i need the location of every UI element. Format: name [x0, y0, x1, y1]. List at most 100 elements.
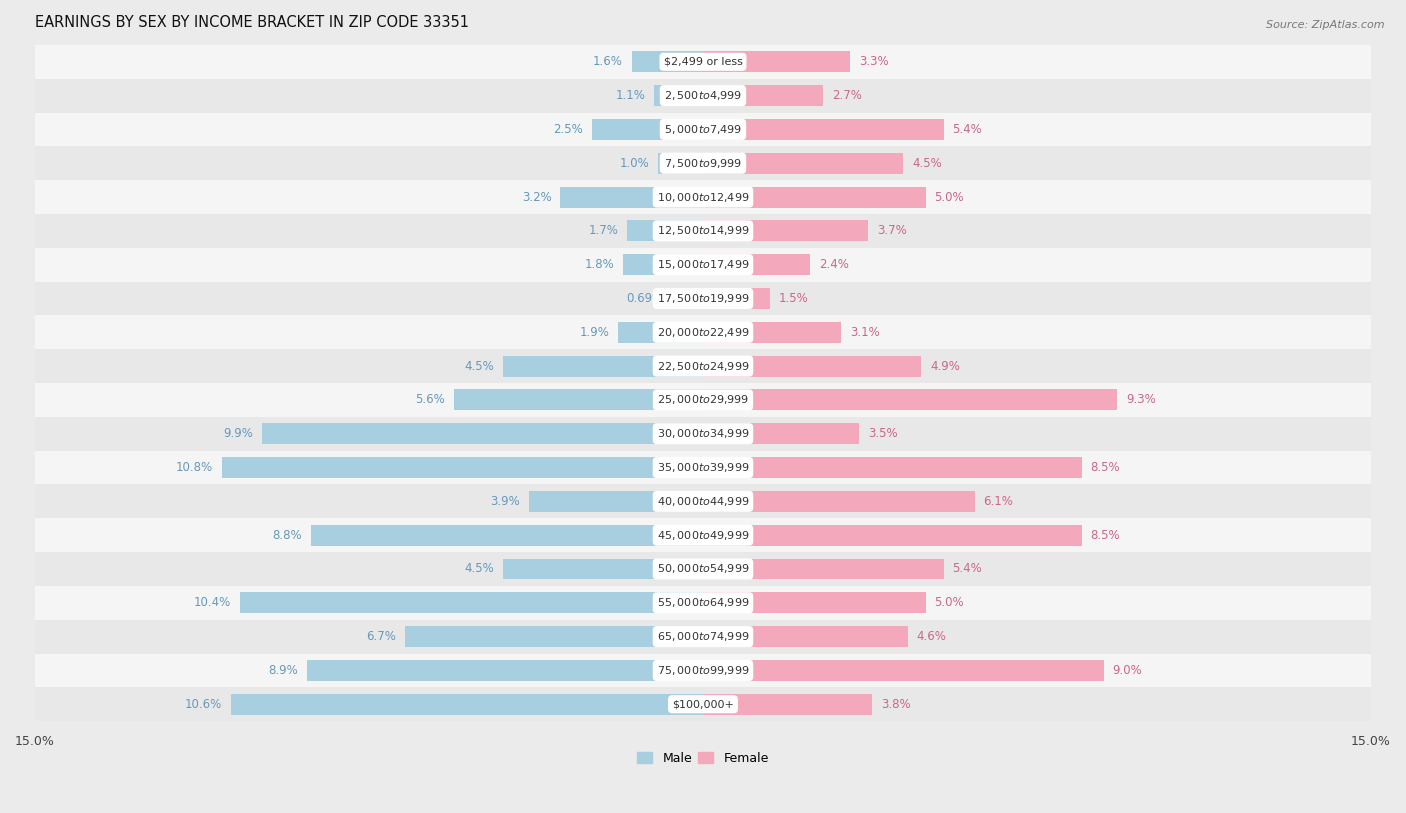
Bar [35, 248, 1371, 281]
Bar [35, 383, 1371, 417]
Bar [672, 288, 703, 309]
Bar [703, 491, 974, 512]
Text: $25,000 to $29,999: $25,000 to $29,999 [657, 393, 749, 406]
Text: $22,500 to $24,999: $22,500 to $24,999 [657, 359, 749, 372]
Bar [240, 593, 703, 613]
Bar [654, 85, 703, 106]
Bar [454, 389, 703, 411]
Bar [35, 552, 1371, 586]
Text: 10.8%: 10.8% [176, 461, 214, 474]
Bar [231, 693, 703, 715]
Bar [703, 693, 872, 715]
Bar [703, 660, 1104, 681]
Text: $45,000 to $49,999: $45,000 to $49,999 [657, 528, 749, 541]
Bar [311, 524, 703, 546]
Text: 1.5%: 1.5% [779, 292, 808, 305]
Bar [631, 51, 703, 72]
Bar [703, 288, 770, 309]
Text: 10.4%: 10.4% [194, 596, 231, 609]
Text: 6.7%: 6.7% [366, 630, 395, 643]
Text: 3.2%: 3.2% [522, 190, 551, 203]
Bar [703, 593, 925, 613]
Bar [307, 660, 703, 681]
Text: 8.9%: 8.9% [269, 664, 298, 677]
Text: 10.6%: 10.6% [184, 698, 222, 711]
Text: $17,500 to $19,999: $17,500 to $19,999 [657, 292, 749, 305]
Text: $7,500 to $9,999: $7,500 to $9,999 [664, 157, 742, 170]
Bar [592, 119, 703, 140]
Text: 1.7%: 1.7% [589, 224, 619, 237]
Bar [35, 146, 1371, 180]
Text: $35,000 to $39,999: $35,000 to $39,999 [657, 461, 749, 474]
Text: $50,000 to $54,999: $50,000 to $54,999 [657, 563, 749, 576]
Text: Source: ZipAtlas.com: Source: ZipAtlas.com [1267, 20, 1385, 30]
Text: 5.0%: 5.0% [935, 596, 965, 609]
Text: $100,000+: $100,000+ [672, 699, 734, 709]
Bar [703, 153, 904, 174]
Text: 1.9%: 1.9% [579, 326, 609, 339]
Text: 4.6%: 4.6% [917, 630, 946, 643]
Text: $12,500 to $14,999: $12,500 to $14,999 [657, 224, 749, 237]
Bar [222, 457, 703, 478]
Text: 1.6%: 1.6% [593, 55, 623, 68]
Text: 1.1%: 1.1% [616, 89, 645, 102]
Bar [703, 524, 1081, 546]
Bar [703, 559, 943, 580]
Bar [703, 389, 1118, 411]
Text: 3.5%: 3.5% [868, 427, 897, 440]
Text: 4.5%: 4.5% [464, 563, 494, 576]
Text: $30,000 to $34,999: $30,000 to $34,999 [657, 427, 749, 440]
Text: $75,000 to $99,999: $75,000 to $99,999 [657, 664, 749, 677]
Bar [35, 485, 1371, 518]
Bar [35, 112, 1371, 146]
Bar [405, 626, 703, 647]
Bar [35, 315, 1371, 350]
Text: 3.8%: 3.8% [882, 698, 911, 711]
Bar [502, 355, 703, 376]
Text: $40,000 to $44,999: $40,000 to $44,999 [657, 495, 749, 508]
Text: $55,000 to $64,999: $55,000 to $64,999 [657, 596, 749, 609]
Text: 3.7%: 3.7% [877, 224, 907, 237]
Bar [262, 424, 703, 444]
Text: $2,500 to $4,999: $2,500 to $4,999 [664, 89, 742, 102]
Text: 1.0%: 1.0% [620, 157, 650, 170]
Text: 9.0%: 9.0% [1112, 664, 1143, 677]
Text: 5.6%: 5.6% [415, 393, 444, 406]
Bar [561, 186, 703, 207]
Bar [529, 491, 703, 512]
Bar [619, 322, 703, 343]
Text: 8.8%: 8.8% [273, 528, 302, 541]
Text: $5,000 to $7,499: $5,000 to $7,499 [664, 123, 742, 136]
Bar [35, 586, 1371, 620]
Bar [703, 322, 841, 343]
Bar [703, 85, 824, 106]
Bar [623, 254, 703, 275]
Bar [658, 153, 703, 174]
Bar [703, 119, 943, 140]
Bar [703, 186, 925, 207]
Text: 4.5%: 4.5% [464, 359, 494, 372]
Text: $65,000 to $74,999: $65,000 to $74,999 [657, 630, 749, 643]
Text: 5.4%: 5.4% [952, 563, 983, 576]
Bar [703, 254, 810, 275]
Text: EARNINGS BY SEX BY INCOME BRACKET IN ZIP CODE 33351: EARNINGS BY SEX BY INCOME BRACKET IN ZIP… [35, 15, 470, 30]
Text: 5.4%: 5.4% [952, 123, 983, 136]
Bar [35, 350, 1371, 383]
Bar [35, 450, 1371, 485]
Bar [35, 687, 1371, 721]
Text: $10,000 to $12,499: $10,000 to $12,499 [657, 190, 749, 203]
Bar [627, 220, 703, 241]
Text: 9.9%: 9.9% [224, 427, 253, 440]
Text: 1.8%: 1.8% [583, 259, 614, 272]
Text: 6.1%: 6.1% [984, 495, 1014, 508]
Bar [703, 424, 859, 444]
Bar [703, 457, 1081, 478]
Text: 2.7%: 2.7% [832, 89, 862, 102]
Text: 4.9%: 4.9% [931, 359, 960, 372]
Text: 3.9%: 3.9% [491, 495, 520, 508]
Bar [703, 220, 868, 241]
Bar [703, 51, 851, 72]
Bar [35, 79, 1371, 112]
Bar [35, 654, 1371, 687]
Text: $15,000 to $17,499: $15,000 to $17,499 [657, 259, 749, 272]
